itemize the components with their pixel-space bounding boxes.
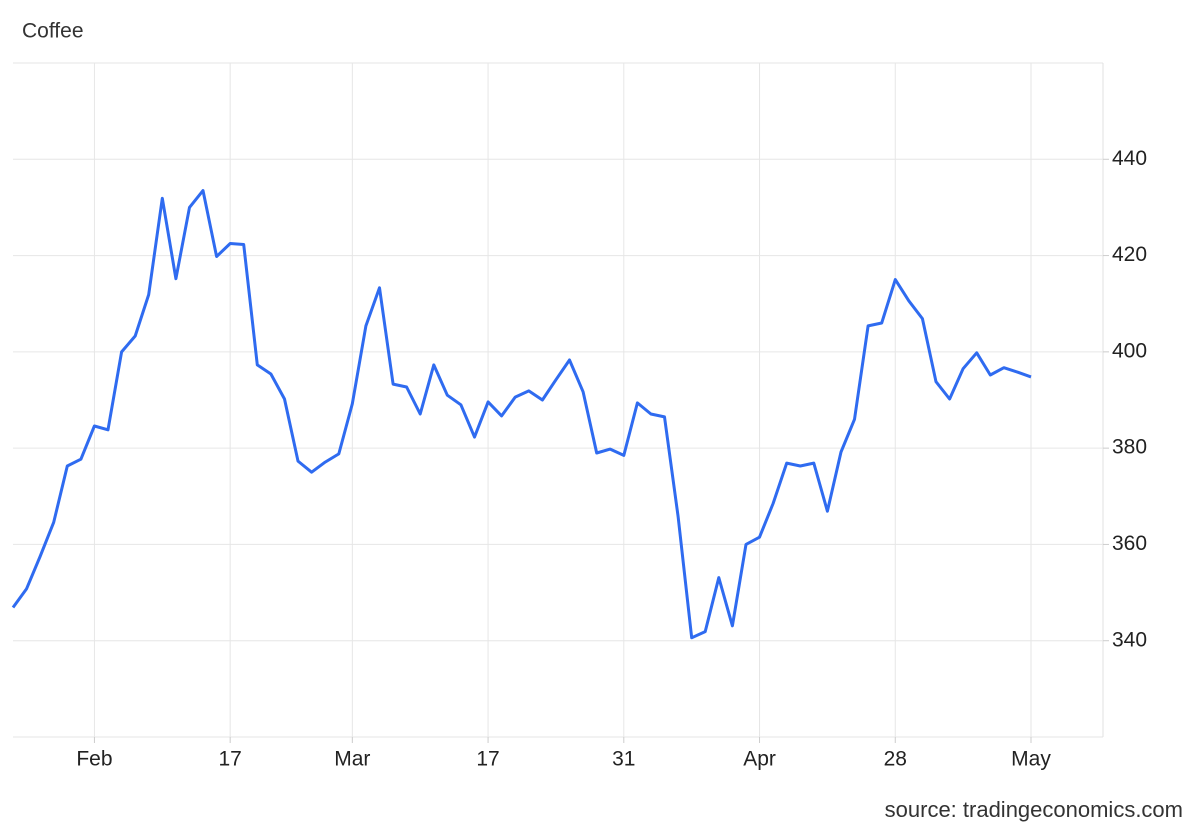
x-tick-label: May — [1011, 748, 1051, 771]
x-tick-label: 28 — [884, 748, 907, 771]
x-tick-label: 31 — [612, 748, 635, 771]
chart-title: Coffee — [22, 20, 84, 43]
y-tick-label: 400 — [1112, 339, 1147, 362]
x-tick-label: 17 — [476, 748, 499, 771]
y-tick-label: 340 — [1112, 628, 1147, 651]
line-series — [11, 189, 1032, 640]
x-tick-label: 17 — [218, 748, 241, 771]
x-tick-label: Apr — [743, 748, 776, 771]
x-tick-label: Mar — [334, 748, 370, 771]
x-tick-label: Feb — [76, 748, 112, 771]
y-tick-label: 360 — [1112, 532, 1147, 555]
y-tick-label: 420 — [1112, 243, 1147, 266]
y-tick-label: 440 — [1112, 147, 1147, 170]
source: source: tradingeconomics.com — [885, 797, 1183, 822]
y-tick-label: 380 — [1112, 436, 1147, 459]
